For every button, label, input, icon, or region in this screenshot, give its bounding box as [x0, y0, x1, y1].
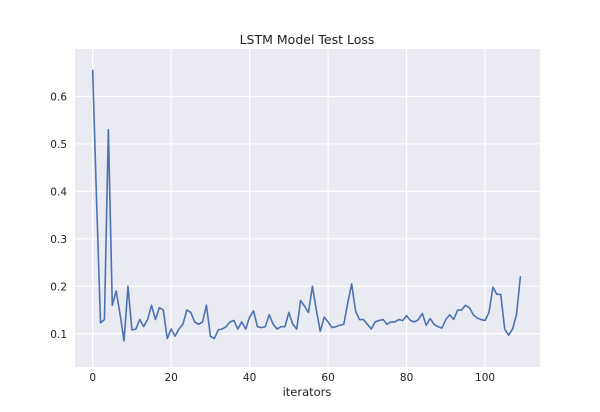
- x-axis-label: iterators: [283, 385, 332, 399]
- tick-labels: 0 20 40 60 80 100 0.1 0.2 0.3 0.4 0.5 0.6: [50, 91, 495, 384]
- series-line-test-loss: [91, 69, 522, 342]
- x-tick-label: 80: [400, 372, 413, 384]
- x-tick-label: 20: [164, 372, 177, 384]
- plot-area: [75, 49, 540, 367]
- chart-title: LSTM Model Test Loss: [240, 32, 375, 47]
- x-tick-label: 60: [321, 372, 334, 384]
- y-tick-label: 0.2: [50, 281, 67, 293]
- series-layer: [91, 69, 522, 342]
- grid-lines: [75, 49, 540, 367]
- y-tick-label: 0.4: [50, 186, 67, 198]
- y-tick-label: 0.1: [50, 329, 67, 341]
- x-tick-label: 100: [475, 372, 495, 384]
- x-tick-label: 0: [89, 372, 96, 384]
- x-tick-label: 40: [243, 372, 256, 384]
- y-tick-label: 0.5: [50, 139, 67, 151]
- y-tick-label: 0.6: [50, 91, 67, 103]
- y-tick-label: 0.3: [50, 234, 67, 246]
